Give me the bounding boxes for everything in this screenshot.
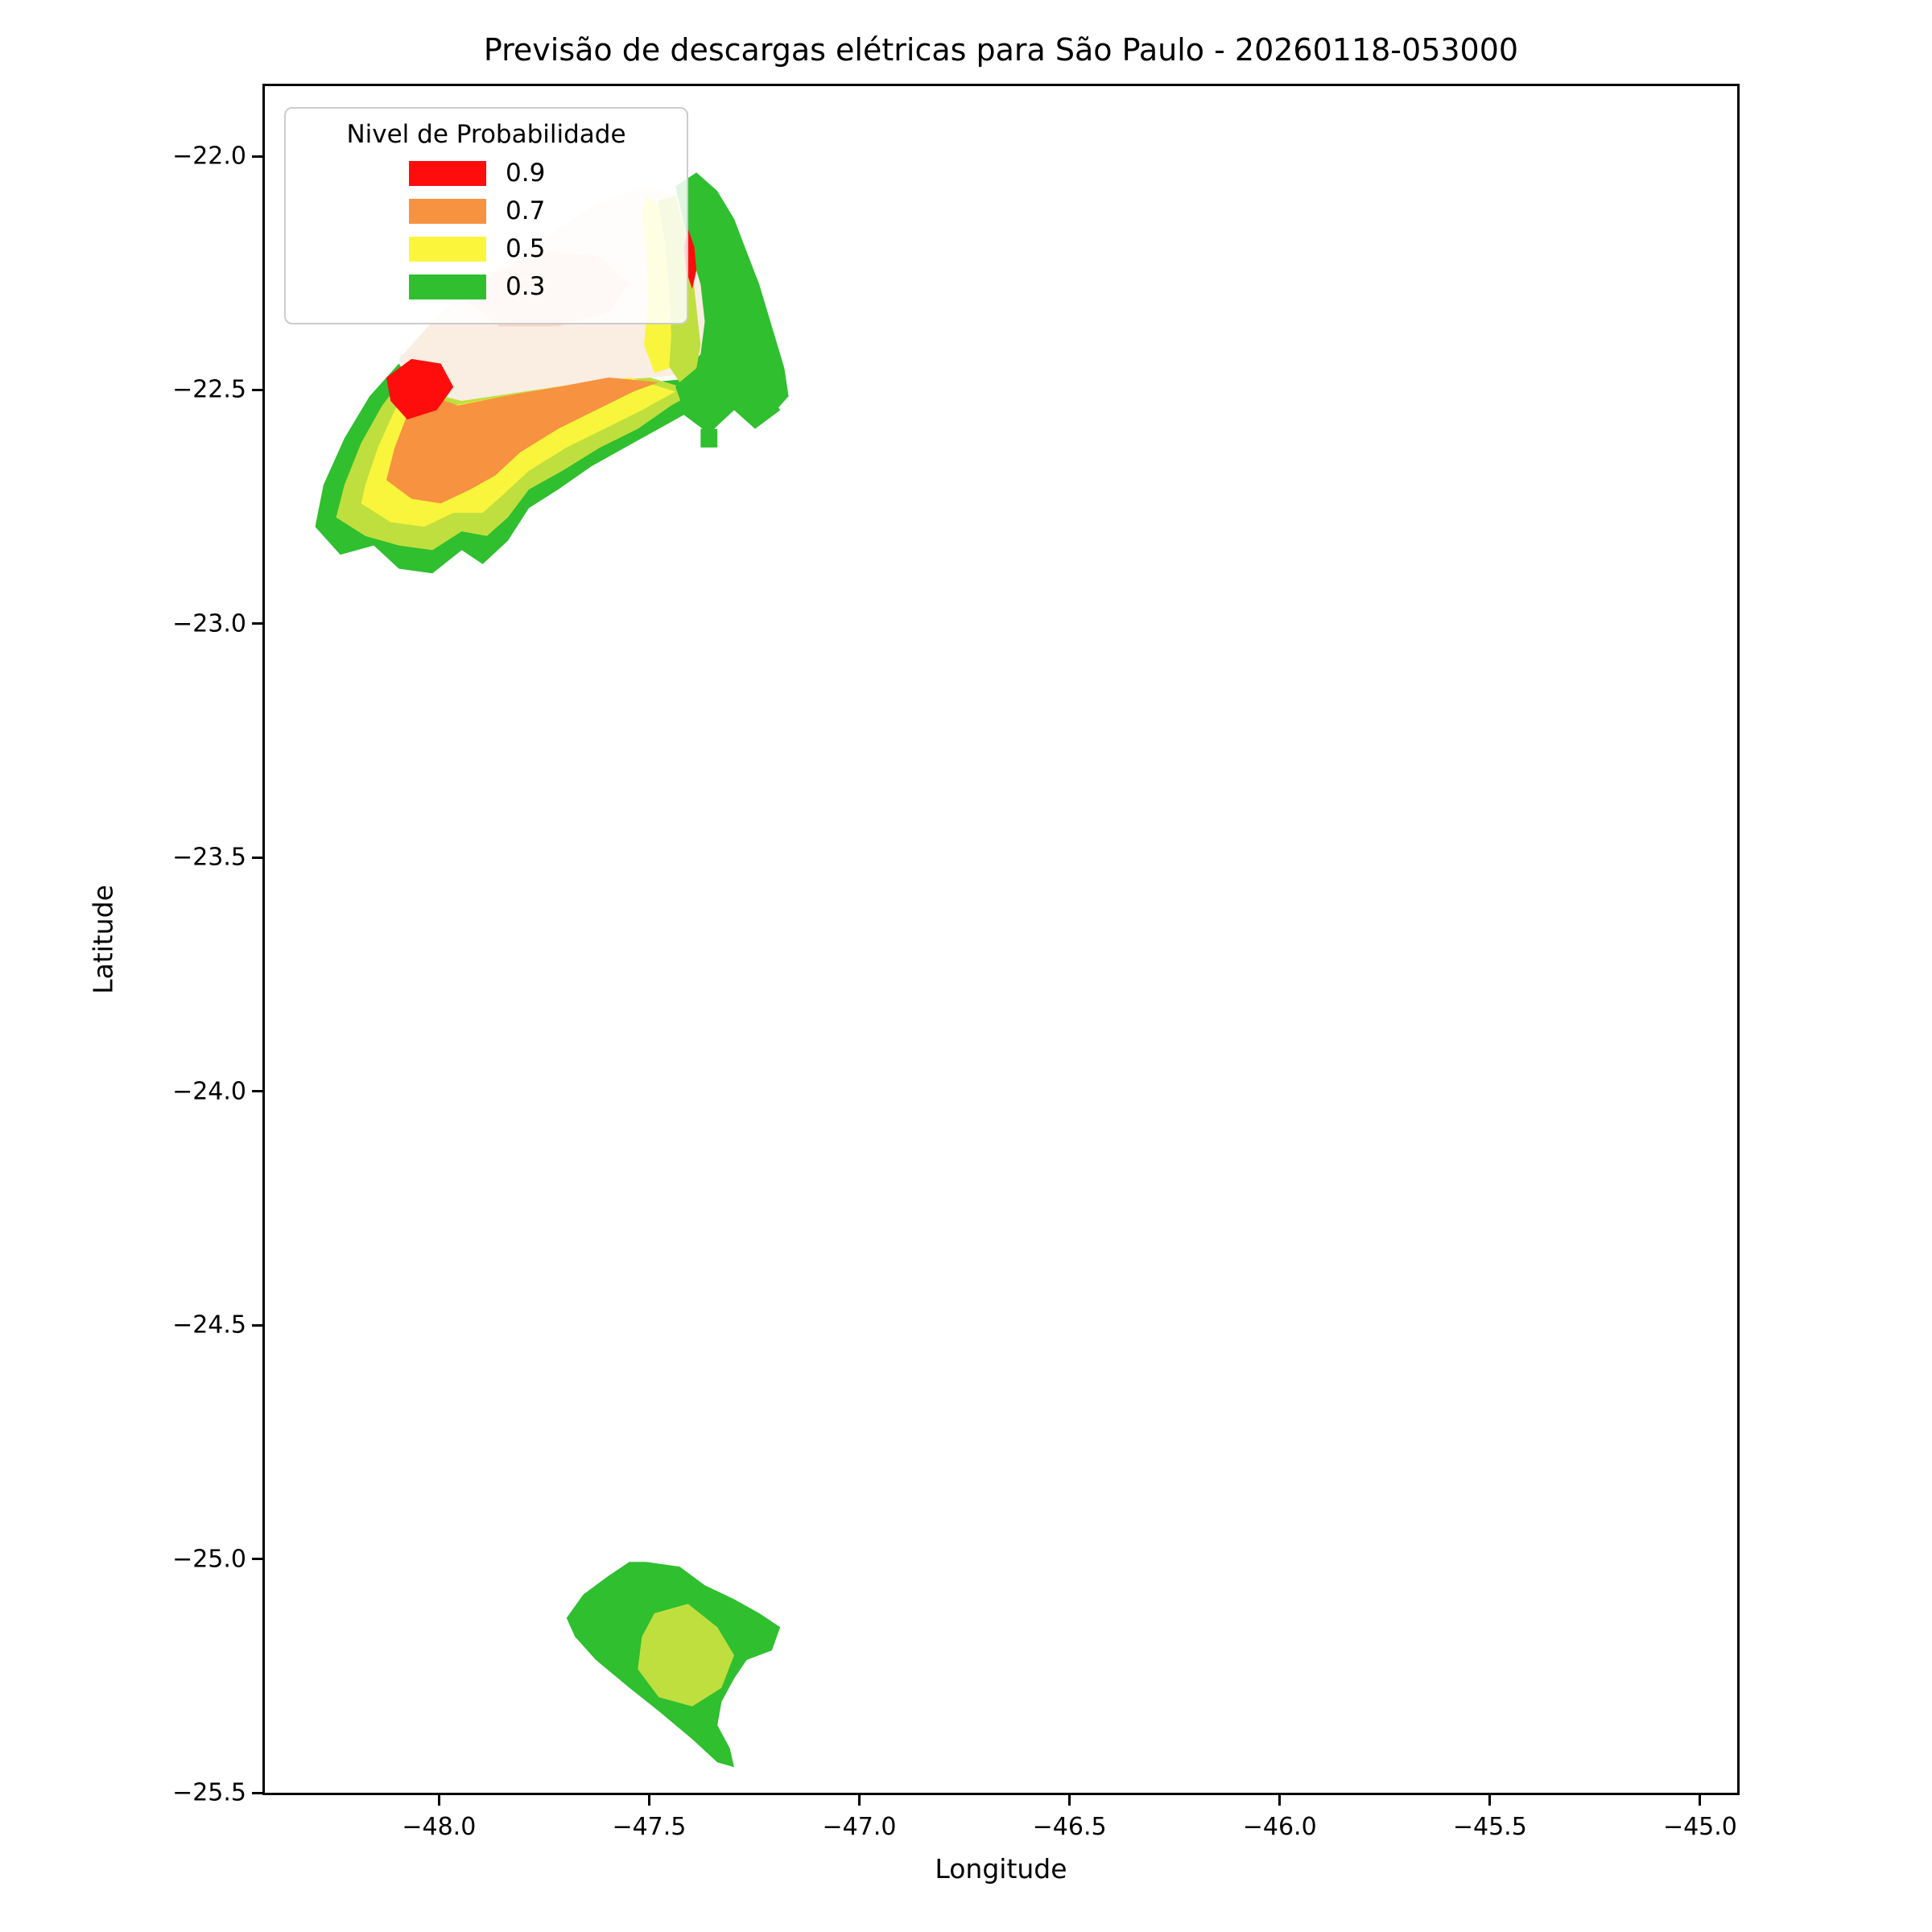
y-tick-mark — [252, 856, 262, 859]
legend-swatch-red — [409, 160, 486, 186]
region-band-red — [386, 358, 454, 420]
y-axis-label: Latitude — [87, 885, 119, 994]
y-tick-label: −25.5 — [172, 1778, 246, 1807]
y-tick-mark — [252, 1558, 262, 1561]
region-band-orange — [386, 377, 659, 504]
x-axis-label: Longitude — [935, 1853, 1067, 1885]
y-tick-label: −22.5 — [172, 375, 246, 404]
legend-label: 0.5 — [506, 234, 546, 263]
x-tick-label: −46.0 — [1242, 1813, 1317, 1841]
legend-title: Nivel de Probabilidade — [346, 120, 626, 149]
plot-area: Nivel de Probabilidade 0.9 0.7 0.5 0.3 — [262, 84, 1740, 1795]
y-tick-mark — [252, 1791, 262, 1794]
legend-swatch-yellow — [409, 236, 486, 262]
x-tick-mark — [437, 1795, 440, 1806]
legend-row-0.5: 0.5 — [294, 234, 679, 263]
y-tick-label: −24.5 — [172, 1311, 246, 1340]
x-tick-mark — [1488, 1795, 1492, 1806]
y-tick-mark — [252, 388, 262, 391]
x-tick-mark — [1699, 1795, 1702, 1806]
y-tick-label: −25.0 — [172, 1545, 246, 1574]
x-tick-label: −46.5 — [1032, 1813, 1107, 1841]
legend-swatch-green — [409, 274, 486, 299]
legend-label: 0.7 — [506, 196, 546, 225]
legend-label: 0.3 — [506, 272, 546, 301]
contour-map-svg — [315, 172, 789, 1768]
x-tick-label: −47.5 — [612, 1813, 687, 1841]
x-tick-label: −45.5 — [1452, 1813, 1527, 1841]
legend-row-0.3: 0.3 — [294, 272, 679, 301]
y-tick-label: −24.0 — [172, 1077, 246, 1106]
chart-title: Previsão de descargas elétricas para São… — [483, 32, 1519, 68]
y-tick-label: −22.0 — [172, 142, 246, 171]
y-tick-mark — [252, 155, 262, 158]
region-band-green-fragment — [700, 428, 718, 448]
x-tick-label: −47.0 — [822, 1813, 897, 1841]
x-tick-mark — [1068, 1795, 1071, 1806]
y-tick-label: −23.0 — [172, 609, 246, 638]
legend-row-0.9: 0.9 — [294, 159, 679, 188]
y-tick-mark — [252, 622, 262, 625]
x-tick-mark — [1278, 1795, 1282, 1806]
y-tick-mark — [252, 1323, 262, 1327]
x-tick-label: −45.0 — [1662, 1813, 1737, 1841]
x-tick-label: −48.0 — [402, 1813, 477, 1841]
x-tick-mark — [858, 1795, 861, 1806]
legend-label: 0.9 — [506, 159, 546, 188]
legend-swatch-orange — [409, 198, 486, 224]
marker-green-dot — [729, 289, 748, 308]
legend-row-0.7: 0.7 — [294, 196, 679, 225]
region-south-yellow-green — [638, 1604, 734, 1707]
legend: Nivel de Probabilidade 0.9 0.7 0.5 0.3 — [284, 107, 688, 324]
y-tick-label: −23.5 — [172, 843, 246, 872]
x-tick-mark — [647, 1795, 650, 1806]
y-tick-mark — [252, 1090, 262, 1093]
